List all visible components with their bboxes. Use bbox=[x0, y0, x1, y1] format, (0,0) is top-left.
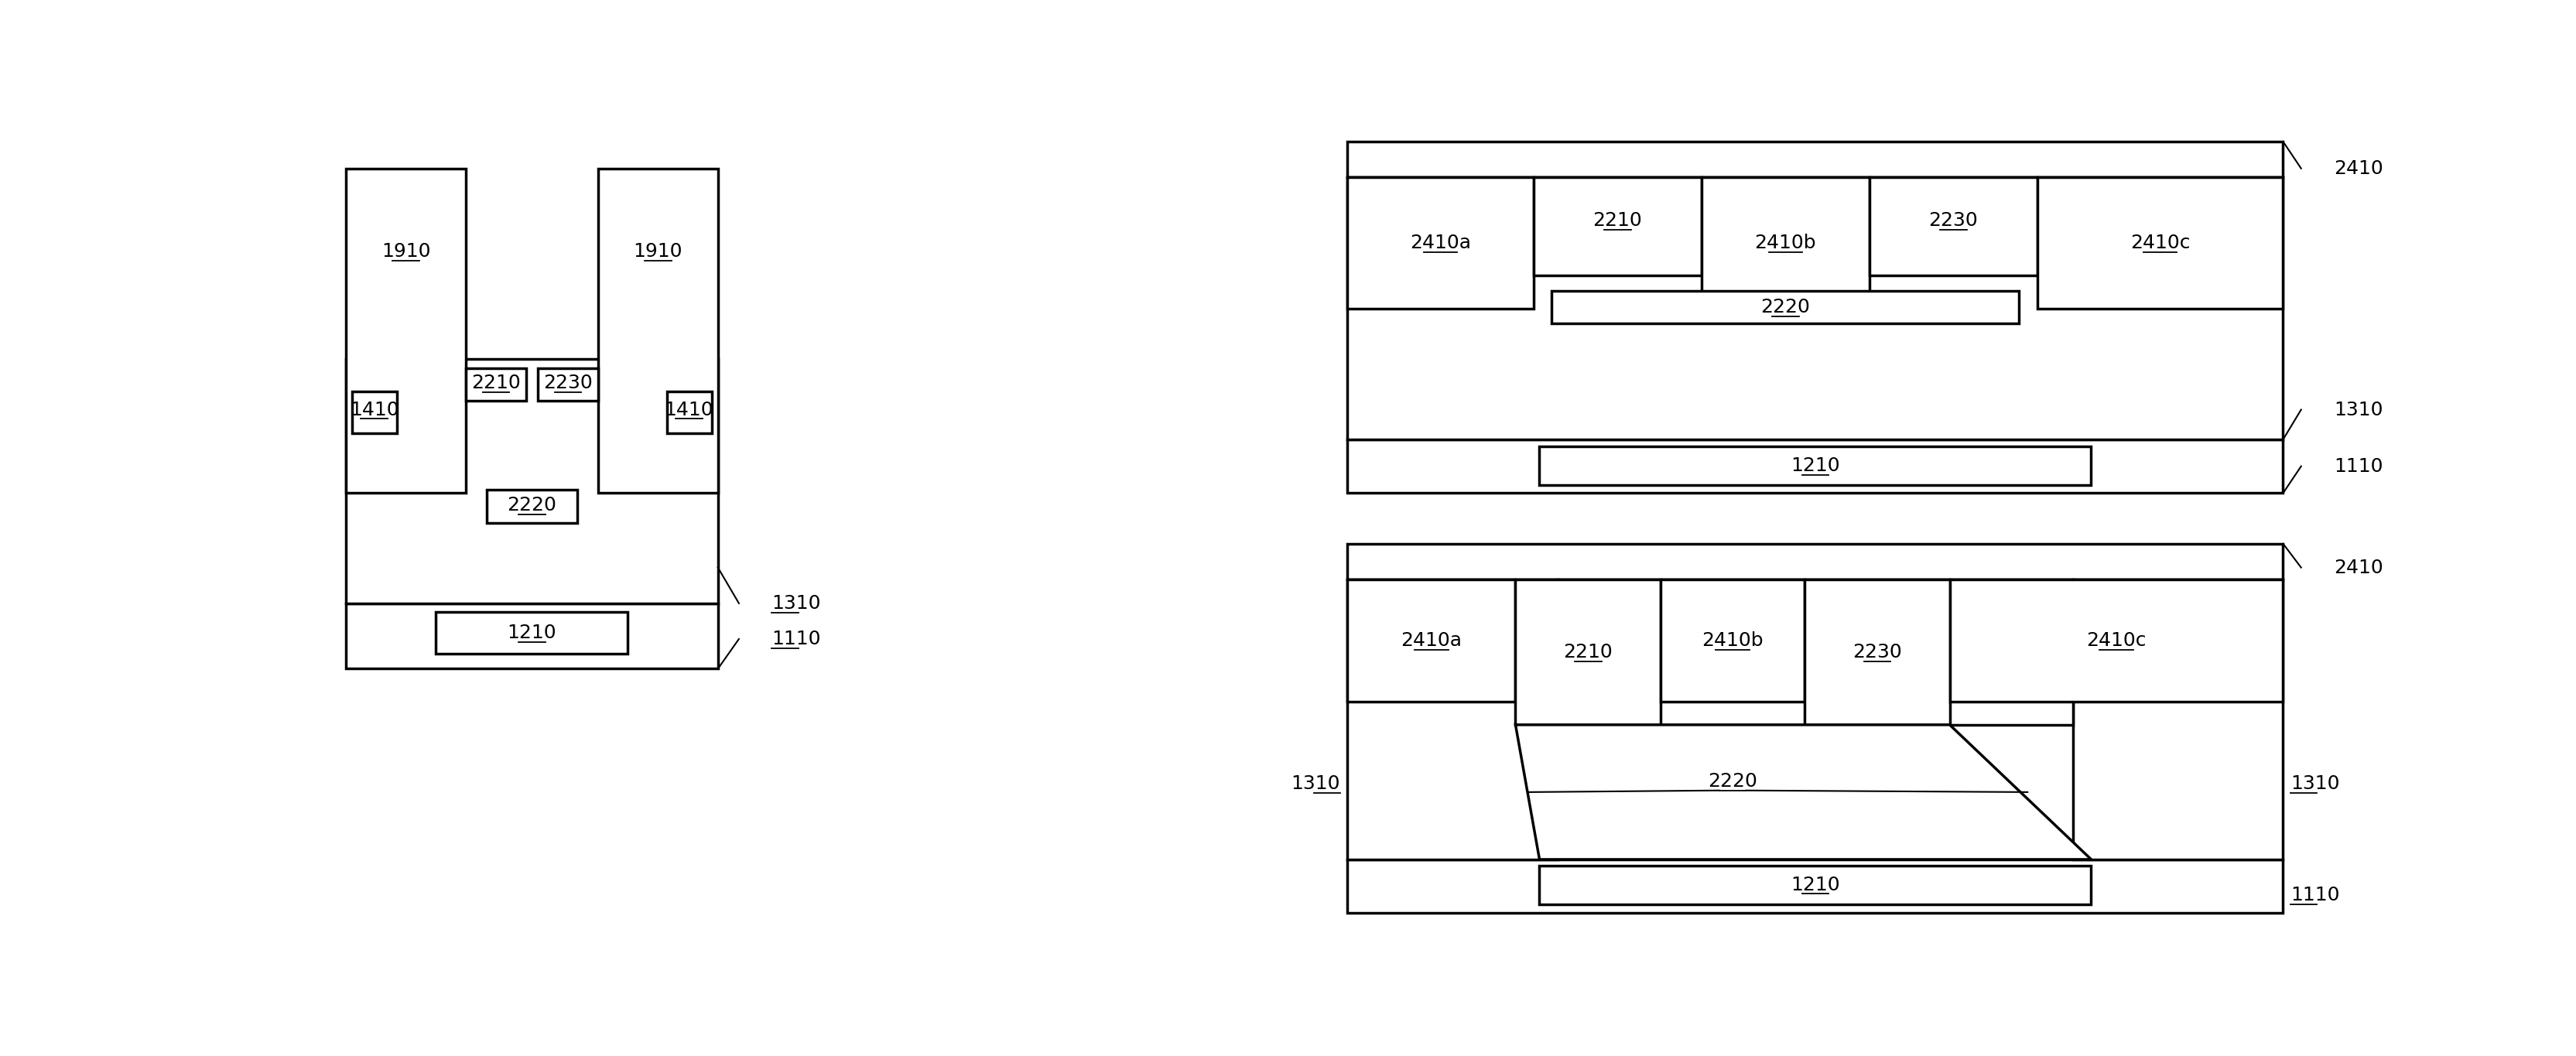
Bar bbox=[1659, 580, 1803, 701]
Bar bbox=[1533, 177, 1700, 276]
Text: 2220: 2220 bbox=[1708, 772, 1757, 791]
Bar bbox=[1347, 142, 2282, 177]
Bar bbox=[353, 392, 397, 434]
Text: 1110: 1110 bbox=[2334, 457, 2383, 475]
Text: 1310: 1310 bbox=[1291, 774, 1340, 793]
Text: 2210: 2210 bbox=[1564, 643, 1613, 661]
Bar bbox=[1347, 177, 2282, 439]
Bar bbox=[345, 603, 719, 668]
Text: 1410: 1410 bbox=[350, 400, 399, 419]
Bar bbox=[1868, 177, 2038, 276]
Text: 1210: 1210 bbox=[1790, 456, 1839, 475]
Bar bbox=[538, 367, 598, 400]
Text: 1910: 1910 bbox=[634, 243, 683, 261]
Text: 2210: 2210 bbox=[1592, 211, 1641, 230]
Bar bbox=[1950, 580, 2282, 701]
Bar bbox=[2074, 580, 2282, 860]
Text: 1110: 1110 bbox=[2290, 886, 2339, 904]
Bar bbox=[1803, 580, 1950, 724]
Bar bbox=[1556, 580, 2074, 724]
Text: 1310: 1310 bbox=[773, 593, 822, 612]
Bar bbox=[667, 392, 711, 434]
Bar bbox=[345, 359, 719, 603]
Bar bbox=[1700, 177, 1868, 308]
Text: 2410a: 2410a bbox=[1401, 631, 1461, 649]
Bar bbox=[345, 168, 466, 493]
Text: 2410: 2410 bbox=[2334, 159, 2383, 177]
Bar bbox=[1347, 544, 2282, 580]
Bar bbox=[466, 367, 526, 400]
Text: 2230: 2230 bbox=[1852, 643, 1901, 661]
Bar bbox=[1347, 860, 2282, 913]
Text: 1910: 1910 bbox=[381, 243, 430, 261]
Text: 1410: 1410 bbox=[665, 400, 714, 419]
Bar bbox=[487, 490, 577, 523]
Text: 1310: 1310 bbox=[2290, 774, 2339, 793]
Bar bbox=[1515, 580, 1659, 724]
Bar bbox=[1347, 580, 1556, 860]
Bar bbox=[1538, 447, 2092, 486]
Text: 2410c: 2410c bbox=[2130, 233, 2190, 252]
Text: 2410: 2410 bbox=[2334, 559, 2383, 577]
Bar bbox=[1347, 177, 1533, 308]
Text: 2210: 2210 bbox=[471, 374, 520, 392]
Text: 2410c: 2410c bbox=[2087, 631, 2146, 649]
Text: 2410b: 2410b bbox=[1700, 631, 1762, 649]
Text: 2410a: 2410a bbox=[1409, 233, 1471, 252]
Bar bbox=[1538, 865, 2092, 904]
Text: 2230: 2230 bbox=[1927, 211, 1978, 230]
Bar bbox=[435, 612, 629, 654]
Polygon shape bbox=[1515, 724, 2092, 860]
Text: 1210: 1210 bbox=[1790, 875, 1839, 894]
Bar bbox=[1347, 580, 1515, 701]
Bar bbox=[598, 168, 719, 493]
Text: 1110: 1110 bbox=[773, 629, 822, 648]
Bar bbox=[2038, 177, 2282, 308]
Text: 2220: 2220 bbox=[507, 495, 556, 514]
Bar bbox=[1347, 439, 2282, 493]
Text: 1210: 1210 bbox=[507, 624, 556, 642]
Text: 1310: 1310 bbox=[2334, 400, 2383, 419]
Text: 2220: 2220 bbox=[1759, 298, 1808, 316]
Bar bbox=[1551, 290, 2020, 323]
Text: 2230: 2230 bbox=[544, 374, 592, 392]
Text: 2410b: 2410b bbox=[1754, 233, 1816, 252]
